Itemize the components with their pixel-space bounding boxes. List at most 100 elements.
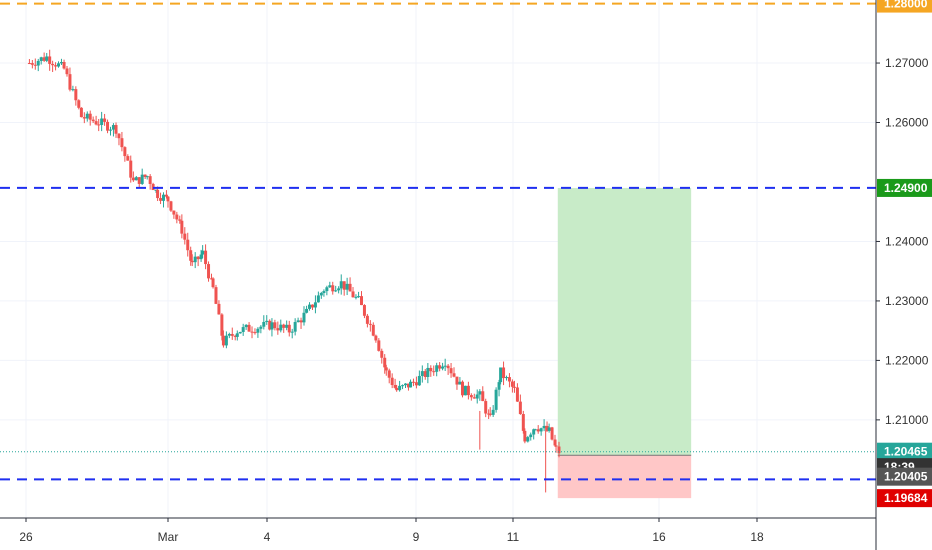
candle-body <box>156 189 160 199</box>
x-tick-label: 9 <box>413 530 420 544</box>
candle <box>383 354 387 374</box>
price-badge-label: 1.28000 <box>884 0 928 11</box>
candle <box>51 60 55 73</box>
candle <box>339 274 343 295</box>
candle-body <box>328 285 332 288</box>
candle-body <box>342 281 346 290</box>
candle <box>183 227 187 245</box>
candle <box>435 362 439 377</box>
candle <box>140 168 144 185</box>
candle <box>458 377 462 385</box>
candle <box>529 432 533 441</box>
candle-body <box>282 324 286 328</box>
candle <box>554 440 558 453</box>
candle <box>108 126 112 136</box>
candle <box>371 322 375 337</box>
candle <box>211 277 215 289</box>
time-axis[interactable]: 26 Mar 4 9 11 16 18 <box>19 518 764 544</box>
candle <box>204 244 208 270</box>
candle-body <box>371 324 375 336</box>
candle <box>235 330 239 341</box>
candle-body <box>183 233 187 240</box>
candle <box>114 122 118 138</box>
candle <box>368 320 372 332</box>
price-badge-label: 1.24900 <box>884 181 928 195</box>
candle <box>310 304 314 310</box>
candle-body <box>265 320 269 322</box>
candle-body <box>30 63 34 65</box>
candle-body <box>529 434 533 438</box>
take-profit-zone[interactable] <box>557 187 692 456</box>
candle <box>134 175 138 181</box>
candle <box>384 364 388 376</box>
y-tick-label: 1.23000 <box>885 294 929 308</box>
price-axis[interactable]: 1.27000 1.26000 1.24000 1.23000 1.22000 1.210… <box>876 56 929 427</box>
candle-body <box>233 335 237 337</box>
candle <box>265 315 269 325</box>
candle-body <box>395 387 399 391</box>
candle-body <box>227 333 231 336</box>
candle <box>151 182 155 191</box>
axes <box>0 0 877 550</box>
candle-body <box>217 303 221 315</box>
candle <box>420 365 424 383</box>
candle-body <box>224 335 228 346</box>
candle <box>123 146 127 162</box>
candle-body <box>253 332 257 334</box>
candle-body <box>466 385 470 396</box>
candle-body <box>57 63 61 67</box>
x-tick-label: 26 <box>19 530 33 544</box>
candle-body <box>211 278 215 288</box>
candle-body <box>85 113 89 119</box>
candle <box>478 389 482 401</box>
candle-body <box>259 326 263 329</box>
candle-body <box>287 324 291 333</box>
candle <box>253 328 257 335</box>
candle-body <box>74 89 78 101</box>
candle-body <box>313 302 317 308</box>
candle-body <box>189 250 193 261</box>
candle <box>227 332 231 339</box>
candle <box>322 289 326 297</box>
candle <box>262 315 266 330</box>
candle-body <box>308 304 312 309</box>
candle-body <box>443 365 447 367</box>
candle <box>505 375 509 381</box>
candle <box>452 367 456 378</box>
candle <box>411 378 415 387</box>
x-tick-label: 16 <box>652 530 666 544</box>
y-tick-label: 1.26000 <box>885 116 929 130</box>
candle-body <box>250 331 254 333</box>
candle-body <box>204 250 208 265</box>
horizontal-levels[interactable] <box>0 2 876 481</box>
candle <box>469 393 473 401</box>
candle <box>404 383 408 389</box>
candle <box>180 214 184 239</box>
candle-body <box>247 324 251 332</box>
candle <box>27 59 31 65</box>
candle <box>443 358 447 372</box>
candle <box>97 118 101 132</box>
position-zones[interactable] <box>557 187 692 499</box>
price-badge-label: 1.20465 <box>884 445 928 459</box>
candle <box>345 277 349 296</box>
candle <box>401 384 405 390</box>
candle <box>547 423 551 433</box>
candle-body <box>166 196 170 202</box>
candle <box>319 291 323 299</box>
candle-body <box>322 291 326 294</box>
candle-body <box>235 333 239 337</box>
candle <box>221 330 225 348</box>
stop-loss-zone[interactable] <box>557 455 692 499</box>
candle-body <box>475 394 479 399</box>
candle <box>432 365 436 376</box>
candle <box>395 384 399 392</box>
candle <box>94 115 98 126</box>
price-badge-label: 1.20405 <box>884 470 928 484</box>
candle-body <box>131 177 135 181</box>
candle-body <box>469 395 473 398</box>
candle-body <box>65 68 69 75</box>
candle <box>88 110 92 126</box>
